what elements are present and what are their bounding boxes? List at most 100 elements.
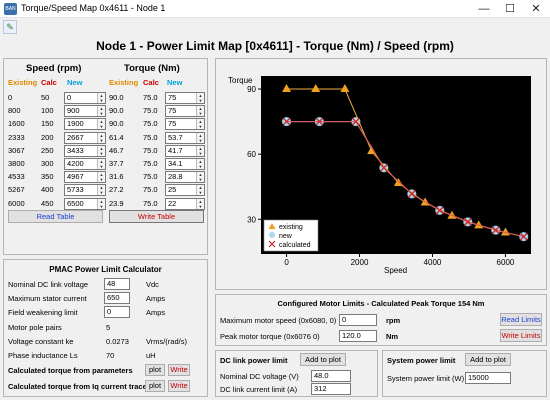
system-add-button[interactable]: Add to plot xyxy=(465,353,511,366)
speed-new-input[interactable]: 1900 ▲ ▼ xyxy=(64,118,106,131)
speed-new-value: 4200 xyxy=(67,159,84,168)
speed-header: Speed (rpm) xyxy=(26,63,82,74)
plot-iq-button[interactable]: plot xyxy=(145,380,165,392)
torque-existing-cell: 90.0 xyxy=(109,93,124,102)
max-speed-input[interactable]: 0 xyxy=(339,314,377,326)
speed-existing-cell: 2333 xyxy=(8,132,25,142)
torque-existing-cell: 90.0 xyxy=(109,119,124,129)
dc-voltage-input[interactable]: 48.0 xyxy=(311,370,351,382)
torque-new-input[interactable]: 75 ▲ ▼ xyxy=(165,118,205,131)
minimize-button[interactable]: — xyxy=(478,3,490,15)
plot-params-button[interactable]: plot xyxy=(145,364,165,376)
spin-arrows-icon[interactable]: ▲ ▼ xyxy=(196,106,204,117)
x-axis-label: Speed xyxy=(384,266,407,275)
dc-current-input[interactable]: 312 xyxy=(311,383,351,395)
write-table-button[interactable]: Write Table xyxy=(109,210,204,223)
legend-label: existing xyxy=(279,224,303,231)
spin-arrows-icon[interactable]: ▲ ▼ xyxy=(196,172,204,183)
speed-new-value: 5733 xyxy=(67,185,84,195)
spin-arrows-icon[interactable]: ▲ ▼ xyxy=(97,93,105,103)
x-tick-label: 4000 xyxy=(424,258,442,267)
spin-arrows-icon[interactable]: ▲ ▼ xyxy=(196,93,204,103)
pin-icon[interactable]: ✎ xyxy=(3,20,17,34)
torque-new-value: 75 xyxy=(168,119,177,129)
torque-existing-cell: 46.7 xyxy=(109,145,124,155)
torque-new-input[interactable]: 34.1 ▲ ▼ xyxy=(165,158,205,170)
torque-new-value: 22 xyxy=(168,198,177,208)
write-limits-button[interactable]: Write Limits xyxy=(500,329,542,342)
dc-link-add-button[interactable]: Add to plot xyxy=(300,353,346,366)
maximize-button[interactable]: ☐ xyxy=(505,3,515,15)
speed-new-value: 1900 xyxy=(67,119,84,129)
speed-new-input[interactable]: 2667 ▲ ▼ xyxy=(64,131,106,144)
speed-new-input[interactable]: 5733 ▲ ▼ xyxy=(64,184,106,197)
speed-existing-cell: 1600 xyxy=(8,119,25,129)
speed-calc-cell: 100 xyxy=(41,106,54,116)
torque-new-input[interactable]: 41.7 ▲ ▼ xyxy=(165,144,205,157)
torque-new-input[interactable]: 53.7 ▲ ▼ xyxy=(165,131,205,144)
spin-arrows-icon[interactable]: ▲ ▼ xyxy=(97,119,105,130)
torque-new-value: 75 xyxy=(168,93,177,102)
spin-arrows-icon[interactable]: ▲ ▼ xyxy=(97,132,105,143)
read-limits-button[interactable]: Read Limits xyxy=(500,313,542,326)
spin-arrows-icon[interactable]: ▲ ▼ xyxy=(196,145,204,156)
speed-new-input[interactable]: 4200 ▲ ▼ xyxy=(64,158,106,170)
torque-new-input[interactable]: 75 ▲ ▼ xyxy=(165,92,205,104)
spin-arrows-icon[interactable]: ▲ ▼ xyxy=(196,198,204,209)
spin-arrows-icon[interactable]: ▲ ▼ xyxy=(196,159,204,169)
pmac-param-input[interactable]: 650 xyxy=(104,292,130,305)
torque-new-input[interactable]: 22 ▲ ▼ xyxy=(165,197,205,210)
torque-new-col: New xyxy=(167,78,183,87)
torque-calc-cell: 75.0 xyxy=(143,132,158,142)
close-button[interactable]: ✕ xyxy=(531,3,541,15)
peak-torque-input[interactable]: 120.0 xyxy=(339,330,377,342)
torque-new-input[interactable]: 28.8 ▲ ▼ xyxy=(165,171,205,184)
write-params-button[interactable]: Write xyxy=(168,364,190,376)
spin-arrows-icon[interactable]: ▲ ▼ xyxy=(196,185,204,196)
spin-arrows-icon[interactable]: ▲ ▼ xyxy=(97,172,105,183)
title-bar xyxy=(0,0,550,18)
spin-arrows-icon[interactable]: ▲ ▼ xyxy=(196,119,204,130)
pmac-param-unit: Amps xyxy=(146,294,166,304)
speed-new-input[interactable]: 4967 ▲ ▼ xyxy=(64,171,106,184)
dc-link-panel: DC link power limit Add to plot Nominal … xyxy=(215,350,378,397)
spin-arrows-icon[interactable]: ▲ ▼ xyxy=(97,185,105,196)
pmac-param-input[interactable]: 0 xyxy=(104,306,130,319)
speed-new-col: New xyxy=(67,78,83,87)
torque-new-input[interactable]: 25 ▲ ▼ xyxy=(165,184,205,197)
torque-new-value: 41.7 xyxy=(168,145,183,155)
speed-new-input[interactable]: 3433 ▲ ▼ xyxy=(64,144,106,157)
speed-new-input[interactable]: 6500 ▲ ▼ xyxy=(64,197,106,210)
torque-calc-cell: 75.0 xyxy=(143,119,158,129)
torque-existing-cell: 31.6 xyxy=(109,172,124,182)
speed-new-value: 2667 xyxy=(67,132,84,142)
torque-new-input[interactable]: 75 ▲ ▼ xyxy=(165,105,205,118)
torque-calc-cell: 75.0 xyxy=(143,185,158,195)
system-power-title: System power limit xyxy=(387,356,456,365)
torque-existing-cell: 27.2 xyxy=(109,185,124,195)
spin-arrows-icon[interactable]: ▲ ▼ xyxy=(97,145,105,156)
torque-calc-cell: 75.0 xyxy=(143,145,158,155)
speed-new-input[interactable]: 0 ▲ ▼ xyxy=(64,92,106,104)
speed-calc-cell: 200 xyxy=(41,132,54,142)
existing-point xyxy=(282,84,292,93)
spin-arrows-icon[interactable]: ▲ ▼ xyxy=(97,106,105,117)
pmac-param-label: Nominal DC link voltage xyxy=(8,280,89,289)
system-power-input[interactable]: 15000 xyxy=(465,372,511,384)
pmac-title: PMAC Power Limit Calculator xyxy=(49,265,162,274)
existing-point xyxy=(500,227,510,236)
dc-link-title: DC link power limit xyxy=(220,356,288,365)
spin-arrows-icon[interactable]: ▲ ▼ xyxy=(97,198,105,209)
pmac-param-input[interactable]: 48 xyxy=(104,278,130,290)
spin-arrows-icon[interactable]: ▲ ▼ xyxy=(196,132,204,143)
app-logo-icon: BAN xyxy=(4,3,17,15)
speed-new-input[interactable]: 900 ▲ ▼ xyxy=(64,105,106,118)
torque-calc-cell: 75.0 xyxy=(143,172,158,182)
spin-arrows-icon[interactable]: ▲ ▼ xyxy=(97,159,105,169)
read-table-button[interactable]: Read Table xyxy=(8,210,103,223)
write-iq-button[interactable]: Write xyxy=(168,380,190,392)
peak-torque-unit: Nm xyxy=(386,332,399,341)
speed-existing-cell: 4533 xyxy=(8,172,25,182)
torque-new-value: 34.1 xyxy=(168,159,183,168)
torque-new-value: 28.8 xyxy=(168,172,183,182)
